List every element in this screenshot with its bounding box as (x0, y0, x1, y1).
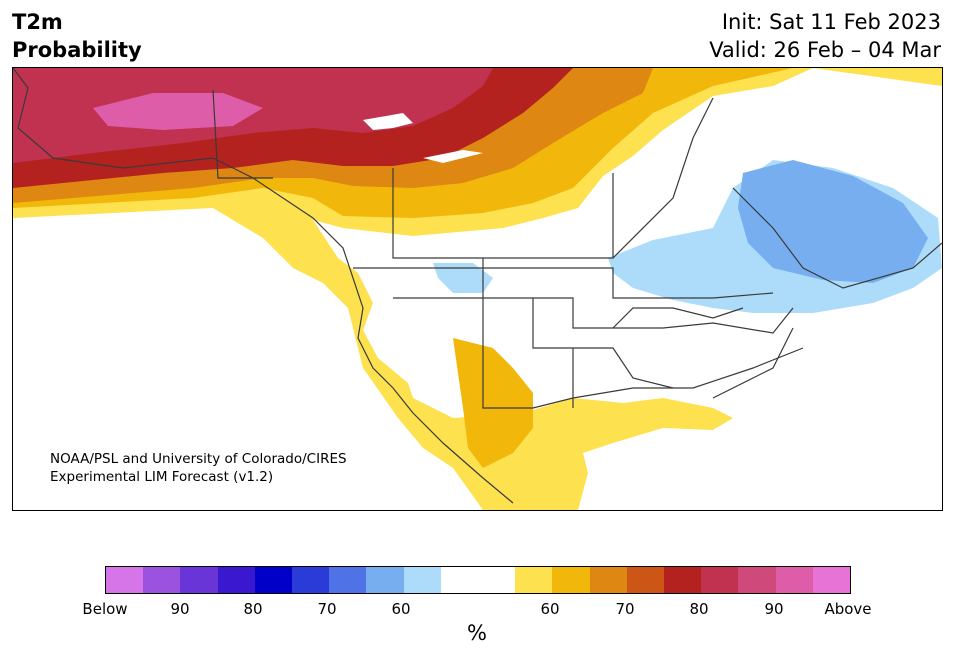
colorbar-tick-label: 70 (615, 600, 635, 618)
colorbar-swatch (775, 567, 813, 593)
forecast-map: NOAA/PSL and University of Colorado/CIRE… (12, 67, 943, 511)
credit-line-2: Experimental LIM Forecast (v1.2) (50, 469, 274, 485)
borders (13, 68, 942, 504)
probability-map-graphic (13, 68, 942, 510)
colorbar-tick-label: 80 (689, 600, 709, 618)
init-date: Init: Sat 11 Feb 2023 (721, 10, 941, 34)
colorbar-swatch (366, 567, 404, 593)
colorbar-swatch (701, 567, 739, 593)
colorbar-swatch (440, 567, 479, 593)
map-title: T2m Probability (12, 8, 142, 64)
great-lakes-canada (363, 113, 483, 163)
colorbar-swatch (180, 567, 218, 593)
title-line-2: Probability (12, 38, 142, 62)
credit-line-1: NOAA/PSL and University of Colorado/CIRE… (50, 451, 347, 467)
colorbar-swatch (106, 567, 144, 593)
title-line-1: T2m (12, 10, 63, 34)
colorbar-tick-label: 60 (391, 600, 411, 618)
colorbar-tick-label: 70 (317, 600, 337, 618)
valid-range: Valid: 26 Feb – 04 Mar (709, 38, 941, 62)
forecast-dates: Init: Sat 11 Feb 2023 Valid: 26 Feb – 04… (709, 8, 941, 64)
colorbar-tick-label: Above (824, 600, 872, 618)
colorbar-unit: % (467, 621, 487, 645)
colorbar-swatch (143, 567, 181, 593)
colorbar-swatch (552, 567, 590, 593)
colorbar-swatch (478, 567, 516, 593)
colorbar-tick-label: Below (82, 600, 128, 618)
colorbar-swatch (738, 567, 776, 593)
probability-colorbar (105, 566, 851, 594)
colorbar-swatch (292, 567, 330, 593)
above-95-region (13, 68, 493, 163)
colorbar-swatch (515, 567, 553, 593)
colorbar-tick-label: 80 (243, 600, 263, 618)
credit-text: NOAA/PSL and University of Colorado/CIRE… (50, 450, 347, 486)
colorbar-swatch (329, 567, 367, 593)
above-max-region (93, 93, 263, 130)
colorbar-swatch (217, 567, 255, 593)
colorbar-tick-label: 90 (170, 600, 190, 618)
colorbar-swatch (589, 567, 627, 593)
colorbar-tick-label: 90 (764, 600, 784, 618)
below-70-region (738, 160, 928, 283)
colorbar-swatch (664, 567, 702, 593)
colorbar-swatch (626, 567, 665, 593)
colorbar-swatch (403, 567, 441, 593)
colorbar-swatch (812, 567, 851, 593)
colorbar-swatch (254, 567, 293, 593)
colorbar-tick-label: 60 (540, 600, 560, 618)
